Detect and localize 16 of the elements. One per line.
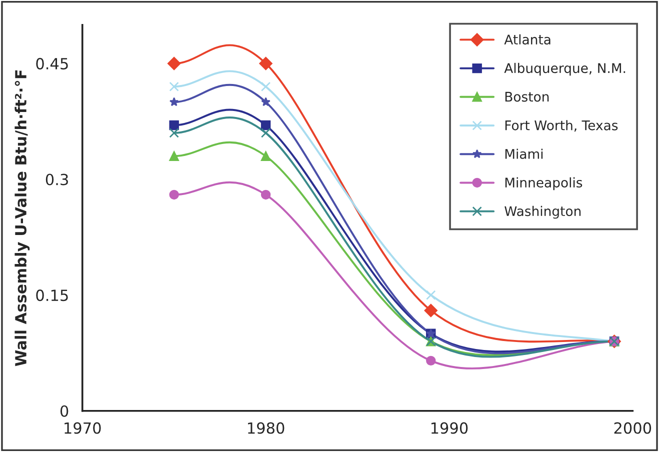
x-tick-label: 1970 (64, 422, 101, 434)
y-tick-label: 0.45 (36, 58, 68, 70)
legend-label: Minneapolis (505, 177, 582, 190)
legend-label: Albuquerque, N.M. (504, 62, 626, 76)
legend-label: Boston (505, 92, 549, 102)
legend-label: Atlanta (504, 34, 550, 45)
x-tick-label: 1980 (248, 422, 284, 434)
legend-label: Fort Worth, Texas (505, 120, 618, 132)
y-tick-label: 0.3 (46, 174, 68, 186)
x-tick-label: 1990 (431, 422, 468, 434)
x-tick-label: 2000 (614, 422, 652, 434)
y-tick-label: 0 (60, 405, 68, 417)
legend-label: Washington (504, 206, 581, 219)
y-tick-label: 0.15 (36, 290, 68, 302)
legend-label: Miami (505, 148, 543, 159)
y-axis-title: Wall Assembly U-Value Btu/h·ft²·°F (14, 70, 30, 366)
